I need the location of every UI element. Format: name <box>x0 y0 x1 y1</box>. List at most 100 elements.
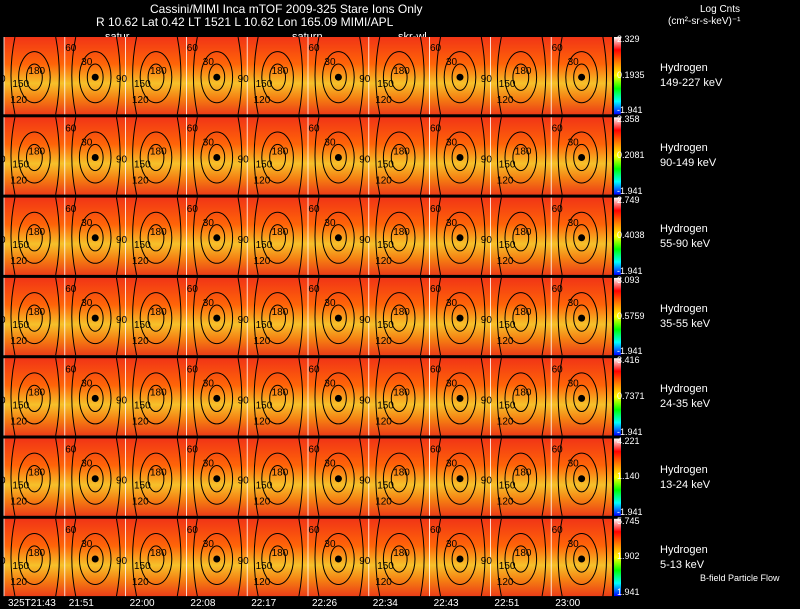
contour-line <box>382 372 416 425</box>
contour-label: 90 <box>116 235 128 246</box>
contour-line <box>237 117 243 195</box>
contour-label: 150 <box>377 79 394 90</box>
contour-label: 150 <box>134 320 151 331</box>
contour-line <box>298 36 303 115</box>
contour-line <box>18 532 51 586</box>
planet-marker <box>213 153 221 161</box>
contour-line <box>382 532 416 586</box>
contour-label: 150 <box>134 79 151 90</box>
contour-line <box>573 304 591 332</box>
contour-label: 150 <box>256 79 273 90</box>
contour-label: 150 <box>12 561 29 572</box>
contour-label: 180 <box>150 227 167 238</box>
contour-line <box>10 117 16 195</box>
contour-line <box>451 63 469 91</box>
contour-line <box>86 63 104 91</box>
contour-label: 120 <box>132 175 149 186</box>
contour-line <box>557 438 563 516</box>
contour-line <box>451 143 469 172</box>
planet-marker <box>213 394 221 402</box>
contour-label: 150 <box>256 400 273 411</box>
contour-label: 120 <box>132 577 149 588</box>
contour-label: 60 <box>308 284 320 295</box>
contour-line <box>602 197 607 275</box>
contour-line <box>261 131 294 184</box>
colorbar-mid-label: 1.902 <box>617 551 640 562</box>
contour-line <box>322 211 355 264</box>
contour-line <box>565 532 598 586</box>
colorbar-mid-label: 0.2081 <box>617 149 645 160</box>
planet-marker <box>578 555 586 563</box>
contour-label: 120 <box>375 175 392 186</box>
contour-line <box>314 197 320 276</box>
contour-line <box>200 131 234 184</box>
contour-label: 30 <box>446 298 458 309</box>
contour-label: 180 <box>28 387 45 398</box>
planet-marker <box>91 73 99 81</box>
contour-line <box>480 438 486 516</box>
contour-label: 30 <box>568 298 580 309</box>
contour-line <box>602 358 607 436</box>
contour-label: 120 <box>497 497 514 508</box>
contour-line <box>557 36 563 115</box>
contour-label: 90 <box>0 315 6 326</box>
contour-line <box>208 465 226 493</box>
contour-label: 30 <box>81 539 93 550</box>
contour-label: 90 <box>116 315 128 326</box>
contour-line <box>322 452 355 505</box>
contour-line <box>253 117 259 195</box>
contour-line <box>359 358 364 436</box>
contour-label: 180 <box>272 468 289 479</box>
colorbar-min-label: -1.941 <box>617 346 643 357</box>
contour-line <box>78 292 112 345</box>
planet-marker <box>334 234 342 242</box>
panel-label: Hydrogen 149-227 keV <box>660 61 722 91</box>
colorbar-mid-label: 1.140 <box>617 471 640 482</box>
contour-line <box>436 117 442 195</box>
species-label: Hydrogen <box>660 383 708 396</box>
contour-line <box>443 51 477 104</box>
colorbar <box>614 277 621 356</box>
contour-label: 150 <box>256 159 273 170</box>
contour-label: 120 <box>132 497 149 508</box>
contour-label: 180 <box>393 66 410 77</box>
colorbar <box>614 117 621 195</box>
planet-marker <box>334 475 342 483</box>
contour-line <box>71 36 77 115</box>
contour-line <box>329 304 347 332</box>
contour-line <box>390 143 408 172</box>
contour-line <box>132 518 138 597</box>
contour-line <box>10 277 16 356</box>
contour-line <box>329 224 347 252</box>
contour-line <box>176 197 182 275</box>
planet-marker <box>91 153 99 161</box>
energy-panel: 180 150 120 90 30 60 180 150 120 90 30 60 180 150 120 9… <box>0 36 621 115</box>
planet-marker <box>213 475 221 483</box>
contour-line <box>25 545 43 573</box>
contour-line <box>55 518 60 597</box>
contour-label: 180 <box>515 468 532 479</box>
contour-line <box>192 117 198 195</box>
contour-label: 150 <box>12 400 29 411</box>
contour-label: 90 <box>0 74 6 85</box>
contour-line <box>192 358 198 436</box>
contour-line <box>208 224 226 252</box>
contour-line <box>359 117 364 195</box>
contour-label: 120 <box>375 95 392 106</box>
contour-line <box>329 143 347 172</box>
species-label: Hydrogen <box>660 463 708 476</box>
colorbar-mid-label: 0.7371 <box>617 390 645 401</box>
contour-label: 180 <box>393 387 410 398</box>
contour-line <box>132 36 138 115</box>
contour-label: 150 <box>12 481 29 492</box>
energy-range-label: 13-24 keV <box>660 478 711 491</box>
contour-label: 150 <box>499 320 516 331</box>
contour-line <box>329 63 347 91</box>
contour-line <box>557 518 563 597</box>
contour-line <box>480 358 486 436</box>
colorbar <box>614 37 621 115</box>
contour-label: 90 <box>481 476 493 487</box>
contour-label: 90 <box>238 235 250 246</box>
contour-label: 150 <box>134 481 151 492</box>
contour-line <box>298 518 303 597</box>
